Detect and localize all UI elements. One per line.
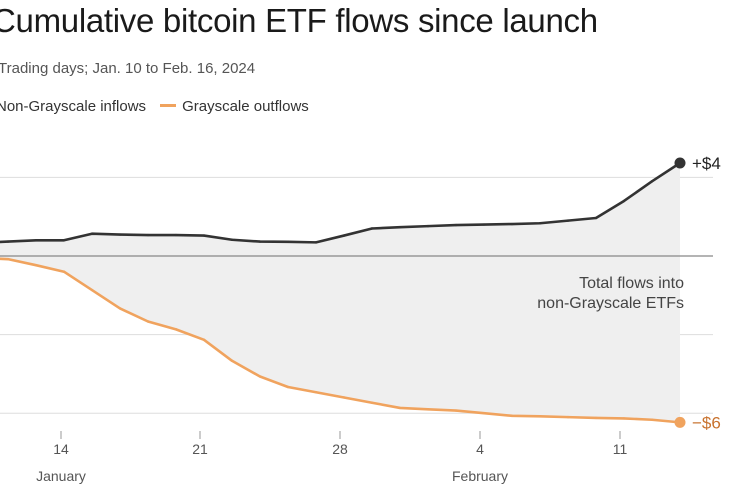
data-point-outflows xyxy=(342,396,346,399)
legend: Non-Grayscale inflows Grayscale outflows xyxy=(0,98,309,115)
data-point-outflows xyxy=(174,328,178,331)
legend-swatch-outflows xyxy=(160,104,177,108)
data-point-inflows xyxy=(674,157,686,169)
data-point-outflows xyxy=(258,375,262,378)
data-point-outflows xyxy=(6,257,10,261)
data-point-inflows xyxy=(6,240,10,243)
data-point-inflows xyxy=(482,223,486,226)
x-tick-label: 14 xyxy=(53,441,69,457)
data-point-inflows xyxy=(510,222,514,226)
data-point-inflows xyxy=(370,227,374,230)
x-tick-label: 21 xyxy=(192,441,208,457)
data-point-inflows xyxy=(286,240,290,244)
legend-label-outflows: Grayscale outflows xyxy=(182,98,309,115)
data-point-outflows xyxy=(594,416,598,420)
x-tick-label: 4 xyxy=(476,441,484,457)
data-point-outflows xyxy=(34,263,38,267)
legend-label-inflows: Non-Grayscale inflows xyxy=(0,98,147,115)
x-tick-label: 28 xyxy=(332,441,348,457)
data-point-outflows xyxy=(90,288,94,292)
x-tick-label: 11 xyxy=(613,441,628,457)
data-point-outflows xyxy=(118,307,122,310)
data-point-outflows xyxy=(370,401,374,404)
end-label-outflows: −$6 xyxy=(692,413,721,432)
data-point-outflows xyxy=(202,338,206,342)
end-label-inflows: +$4 xyxy=(692,154,721,173)
data-point-inflows xyxy=(174,233,178,237)
data-point-outflows xyxy=(398,406,402,410)
data-point-inflows xyxy=(538,222,542,225)
data-point-inflows xyxy=(258,240,262,243)
x-month-label: January xyxy=(36,468,86,484)
data-point-outflows xyxy=(510,414,514,418)
data-point-inflows xyxy=(426,224,430,228)
data-point-inflows xyxy=(146,233,150,237)
data-point-outflows xyxy=(482,412,486,415)
data-point-outflows xyxy=(566,415,570,419)
data-point-inflows xyxy=(314,241,318,244)
data-point-inflows xyxy=(230,238,234,241)
data-point-outflows xyxy=(650,418,654,421)
chart-title: Cumulative bitcoin ETF flows since launc… xyxy=(0,2,598,39)
data-point-outflows xyxy=(314,391,318,394)
data-point-inflows xyxy=(622,199,626,203)
series-line-inflows xyxy=(0,161,681,244)
series-line-outflows xyxy=(0,257,681,424)
x-month-label: February xyxy=(452,468,508,484)
data-point-inflows xyxy=(594,216,598,220)
data-point-outflows xyxy=(674,416,686,428)
data-point-outflows xyxy=(146,320,150,323)
chart-subtitle: Trading days; Jan. 10 to Feb. 16, 2024 xyxy=(0,60,256,77)
annotation-line-2: non-Grayscale ETFs xyxy=(537,295,684,312)
data-point-inflows xyxy=(202,234,206,237)
data-point-inflows xyxy=(118,233,122,236)
data-point-outflows xyxy=(538,415,542,418)
data-point-outflows xyxy=(622,417,626,420)
data-point-inflows xyxy=(454,223,458,227)
data-point-outflows xyxy=(426,408,430,411)
data-point-inflows xyxy=(566,219,570,222)
data-point-outflows xyxy=(454,409,458,412)
data-point-inflows xyxy=(342,234,346,237)
data-point-inflows xyxy=(62,239,66,242)
data-point-inflows xyxy=(34,239,38,242)
data-point-inflows xyxy=(650,180,654,183)
data-point-inflows xyxy=(398,225,402,229)
data-point-inflows xyxy=(90,232,94,235)
area-fill xyxy=(0,162,680,423)
data-point-outflows xyxy=(230,359,234,362)
data-point-outflows xyxy=(286,385,290,389)
data-point-outflows xyxy=(62,270,66,273)
annotation-line-1: Total flows into xyxy=(579,275,684,292)
